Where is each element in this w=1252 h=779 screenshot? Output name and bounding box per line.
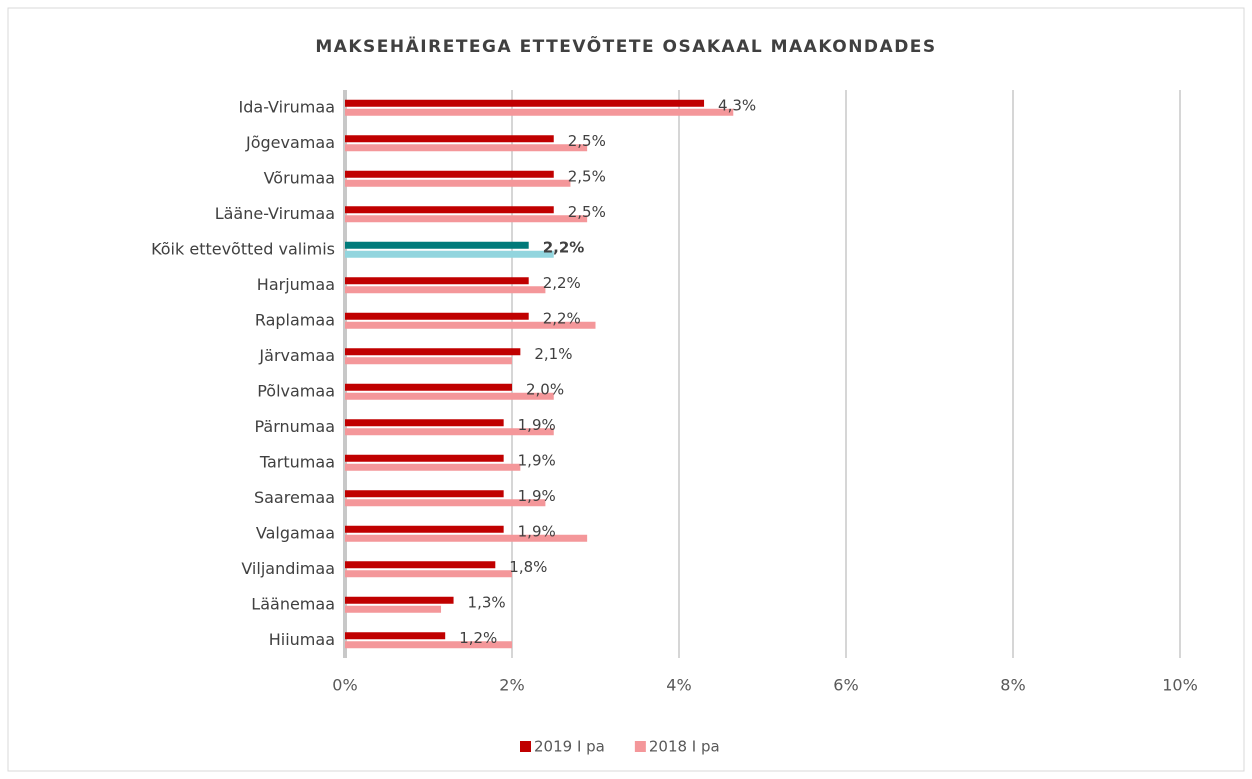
x-tick-label: 10%	[1162, 676, 1198, 695]
y-tick-label: Järvamaa	[258, 346, 335, 365]
bar	[345, 108, 734, 116]
bar	[345, 561, 496, 569]
data-label: 2,2%	[543, 309, 581, 327]
y-tick-label: Kõik ettevõtted valimis	[151, 239, 335, 258]
bar	[345, 312, 529, 320]
bar	[345, 135, 554, 143]
data-label: 2,1%	[534, 345, 572, 363]
bar	[345, 596, 454, 604]
bar	[345, 348, 521, 356]
bar	[345, 179, 571, 187]
bar	[345, 525, 504, 533]
data-label: 1,9%	[518, 416, 556, 434]
bar	[345, 570, 512, 578]
x-tick-label: 8%	[1000, 676, 1025, 695]
bar	[345, 534, 588, 542]
bar	[345, 419, 504, 427]
bar	[345, 428, 554, 436]
data-label: 1,9%	[518, 522, 556, 540]
y-tick-label: Jõgevamaa	[245, 133, 335, 152]
bar	[345, 454, 504, 462]
y-tick-label: Harjumaa	[257, 275, 335, 294]
bar	[345, 144, 588, 152]
legend-swatch	[634, 741, 646, 752]
data-label: 1,2%	[459, 629, 497, 647]
y-tick-label: Viljandimaa	[241, 559, 335, 578]
bar	[345, 463, 521, 471]
y-tick-label: Põlvamaa	[257, 381, 335, 400]
y-tick-label: Ida-Virumaa	[239, 97, 335, 116]
bar	[345, 215, 588, 223]
data-label: 1,9%	[518, 487, 556, 505]
y-tick-label: Pärnumaa	[254, 417, 335, 436]
bar	[345, 241, 529, 249]
bar	[345, 250, 554, 258]
legend-label: 2019 I pa	[534, 738, 605, 756]
bar	[345, 286, 546, 294]
y-tick-label: Saaremaa	[254, 488, 335, 507]
x-tick-label: 0%	[332, 676, 357, 695]
bar	[345, 206, 554, 214]
bar	[345, 277, 529, 285]
x-tick-label: 4%	[666, 676, 691, 695]
bar	[345, 392, 554, 400]
y-tick-label: Valgamaa	[256, 523, 335, 542]
y-tick-label: Võrumaa	[264, 168, 335, 187]
data-label: 2,2%	[543, 274, 581, 292]
x-tick-label: 6%	[833, 676, 858, 695]
legend-swatch	[520, 741, 531, 752]
chart-border	[7, 7, 1245, 772]
y-tick-label: Läänemaa	[251, 594, 335, 613]
bar	[345, 321, 596, 329]
bar	[345, 632, 446, 640]
data-label: 1,3%	[468, 593, 506, 611]
data-label: 2,2%	[543, 238, 585, 256]
bar	[345, 99, 705, 107]
bar	[345, 499, 546, 507]
data-label: 2,5%	[568, 167, 606, 185]
y-tick-label: Lääne-Virumaa	[215, 204, 335, 223]
legend-label: 2018 I pa	[649, 738, 720, 756]
bar	[345, 383, 512, 391]
data-label: 2,0%	[526, 380, 564, 398]
x-tick-label: 2%	[499, 676, 524, 695]
bar	[345, 357, 512, 365]
y-tick-label: Raplamaa	[255, 310, 335, 329]
data-label: 2,5%	[568, 203, 606, 221]
bar	[345, 605, 442, 613]
data-label: 1,8%	[509, 558, 547, 576]
bar	[345, 170, 554, 178]
bar	[345, 490, 504, 498]
bar	[345, 641, 512, 649]
chart-title: MAKSEHÄIRETEGA ETTEVÕTETE OSAKAAL MAAKON…	[315, 34, 936, 57]
y-tick-label: Tartumaa	[259, 452, 335, 471]
y-tick-label: Hiiumaa	[269, 630, 335, 649]
data-label: 1,9%	[518, 451, 556, 469]
data-label: 4,3%	[718, 96, 756, 114]
data-label: 2,5%	[568, 132, 606, 150]
